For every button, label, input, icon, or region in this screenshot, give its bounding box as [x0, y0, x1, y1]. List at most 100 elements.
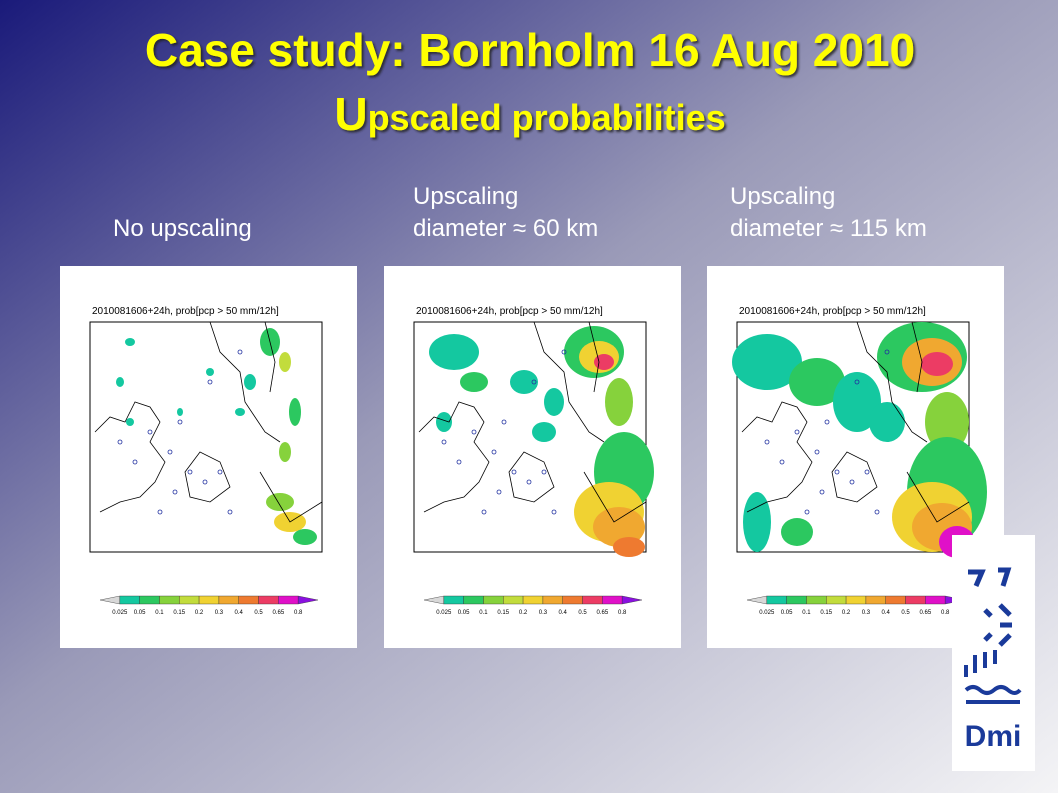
colorbar-label: 0.8	[618, 610, 627, 616]
colorbar-segment	[621, 595, 643, 605]
colorbar-segment	[238, 595, 259, 605]
prob-area	[429, 334, 479, 370]
station	[217, 469, 223, 475]
colorbar-segment	[582, 595, 603, 605]
prob-area	[279, 352, 291, 372]
prob-area	[781, 518, 813, 546]
colorbar-label: 0.4	[559, 610, 568, 616]
station	[132, 459, 138, 465]
station	[456, 459, 462, 465]
colorbar-segment	[925, 595, 946, 605]
prob-area	[266, 493, 294, 511]
colorbar-label: 0.025	[759, 610, 775, 616]
prob-area	[235, 408, 245, 416]
station	[849, 479, 855, 485]
prob-area	[436, 412, 452, 432]
prob-area	[244, 374, 256, 390]
station	[864, 469, 870, 475]
colorbar-label: 0.5	[901, 610, 910, 616]
colorbar-segment	[766, 595, 787, 605]
panel: 2010081606+24h, prob[pcp > 50 mm/12h] 0.0…	[60, 266, 357, 648]
station	[227, 509, 233, 515]
prob-area	[789, 358, 845, 406]
map-header: 2010081606+24h, prob[pcp > 50 mm/12h]	[739, 306, 926, 317]
colorbar-segment	[443, 595, 464, 605]
station	[177, 419, 183, 425]
colorbar-label: 0.15	[497, 610, 509, 616]
prob-area	[605, 378, 633, 426]
colorbar-segment	[562, 595, 583, 605]
colorbar-segment	[845, 595, 867, 605]
prob-area	[593, 507, 645, 547]
prob-area	[544, 388, 564, 416]
colorbar-label: 0.1	[479, 610, 488, 616]
station	[794, 429, 800, 435]
prob-area	[279, 442, 291, 462]
colorbar-segment	[258, 595, 279, 605]
colorbar-label: 0.1	[802, 610, 811, 616]
map-header: 2010081606+24h, prob[pcp > 50 mm/12h]	[416, 306, 603, 317]
colorbar-segment	[806, 595, 827, 605]
colorbar: 0.025 0.05 0.1 0.15 0.2 0.3 0.4 0.5 0.65 0.8	[746, 595, 966, 616]
coastline	[741, 321, 970, 523]
colorbar-label: 0.15	[173, 610, 185, 616]
title-line1: Case study: Bornholm 16 Aug 2010	[145, 24, 915, 76]
colorbar-label: 0.3	[539, 610, 548, 616]
station	[804, 509, 810, 515]
prob-area	[743, 492, 771, 552]
colorbar-label: 0.15	[820, 610, 832, 616]
colorbar-label: 0.4	[882, 610, 891, 616]
colorbar-label: 0.2	[842, 610, 851, 616]
station	[526, 479, 532, 485]
colorbar-label: 0.8	[294, 610, 303, 616]
prob-area	[116, 377, 124, 387]
station	[207, 379, 213, 385]
colorbar-label: 0.4	[235, 610, 244, 616]
station	[172, 489, 178, 495]
prob-area	[833, 372, 881, 432]
colorbar-label: 0.025	[436, 610, 452, 616]
station	[541, 469, 547, 475]
colorbar-segment	[542, 595, 563, 605]
station	[187, 469, 193, 475]
prob-area	[126, 418, 134, 426]
station	[819, 489, 825, 495]
prob-area	[177, 408, 183, 416]
prob-area	[510, 370, 538, 394]
station	[531, 379, 537, 385]
colorbar-label: 0.2	[519, 610, 528, 616]
station	[117, 439, 123, 445]
prob-area	[293, 529, 317, 545]
prob-area	[289, 398, 301, 426]
station	[481, 509, 487, 515]
station	[501, 419, 507, 425]
station	[854, 379, 860, 385]
colorbar-label: 0.5	[578, 610, 587, 616]
logo-waves	[964, 685, 1022, 704]
colorbar-segment	[602, 595, 623, 605]
logo-sun	[983, 603, 1012, 647]
station	[496, 489, 502, 495]
station	[814, 449, 820, 455]
colorbar-label: 0.65	[273, 610, 285, 616]
station	[202, 479, 208, 485]
colorbar-segment	[522, 595, 544, 605]
prob-area	[921, 352, 953, 376]
title-rest: pscaled probabilities	[368, 97, 726, 138]
colorbar-segment	[139, 595, 160, 605]
colorbar-label: 0.025	[112, 610, 128, 616]
colorbar-label: 0.8	[941, 610, 950, 616]
prob-area	[532, 422, 556, 442]
panel-label: diameter ≈ 115 km	[730, 215, 927, 242]
colorbar-segment	[278, 595, 299, 605]
station	[551, 509, 557, 515]
colorbar-label: 0.05	[458, 610, 470, 616]
station	[874, 509, 880, 515]
title-initial: U	[334, 88, 367, 140]
colorbar: 0.025 0.05 0.1 0.15 0.2 0.3 0.4 0.5 0.65 0.8	[423, 595, 643, 616]
colorbar-segment	[119, 595, 140, 605]
colorbar-label: 0.05	[134, 610, 146, 616]
station	[764, 439, 770, 445]
station	[237, 349, 243, 355]
